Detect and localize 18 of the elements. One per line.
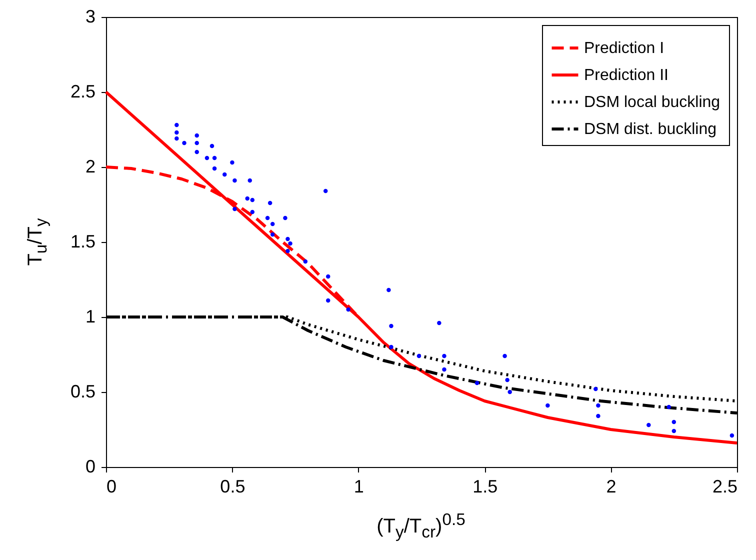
legend-label: Prediction II xyxy=(584,67,668,84)
y-tick-label: 3 xyxy=(85,6,96,26)
x-tick-label: 1 xyxy=(354,476,364,496)
x-axis-title: (T$_{y}$/T$_{cr}$)$^{0.5}$ xyxy=(376,510,466,543)
x-tick-label: 2 xyxy=(606,476,616,496)
y-tick-label: 0 xyxy=(85,456,96,476)
y-tick-label: 2 xyxy=(85,156,96,176)
x-tick-label: 0 xyxy=(106,476,117,496)
x-tick-label: 1.5 xyxy=(472,476,498,496)
legend-label: DSM local buckling xyxy=(584,94,720,111)
x-tick-label: 2.5 xyxy=(712,476,738,496)
y-tick-label: 0.5 xyxy=(70,382,96,402)
legend-label: DSM dist. buckling xyxy=(584,121,716,138)
y-tick-label: 1 xyxy=(85,306,96,326)
y-tick-label: 2.5 xyxy=(70,82,96,102)
legend-label: Prediction I xyxy=(584,40,664,57)
x-tick-label: 0.5 xyxy=(220,476,246,496)
y-tick-label: 1.5 xyxy=(70,232,96,252)
